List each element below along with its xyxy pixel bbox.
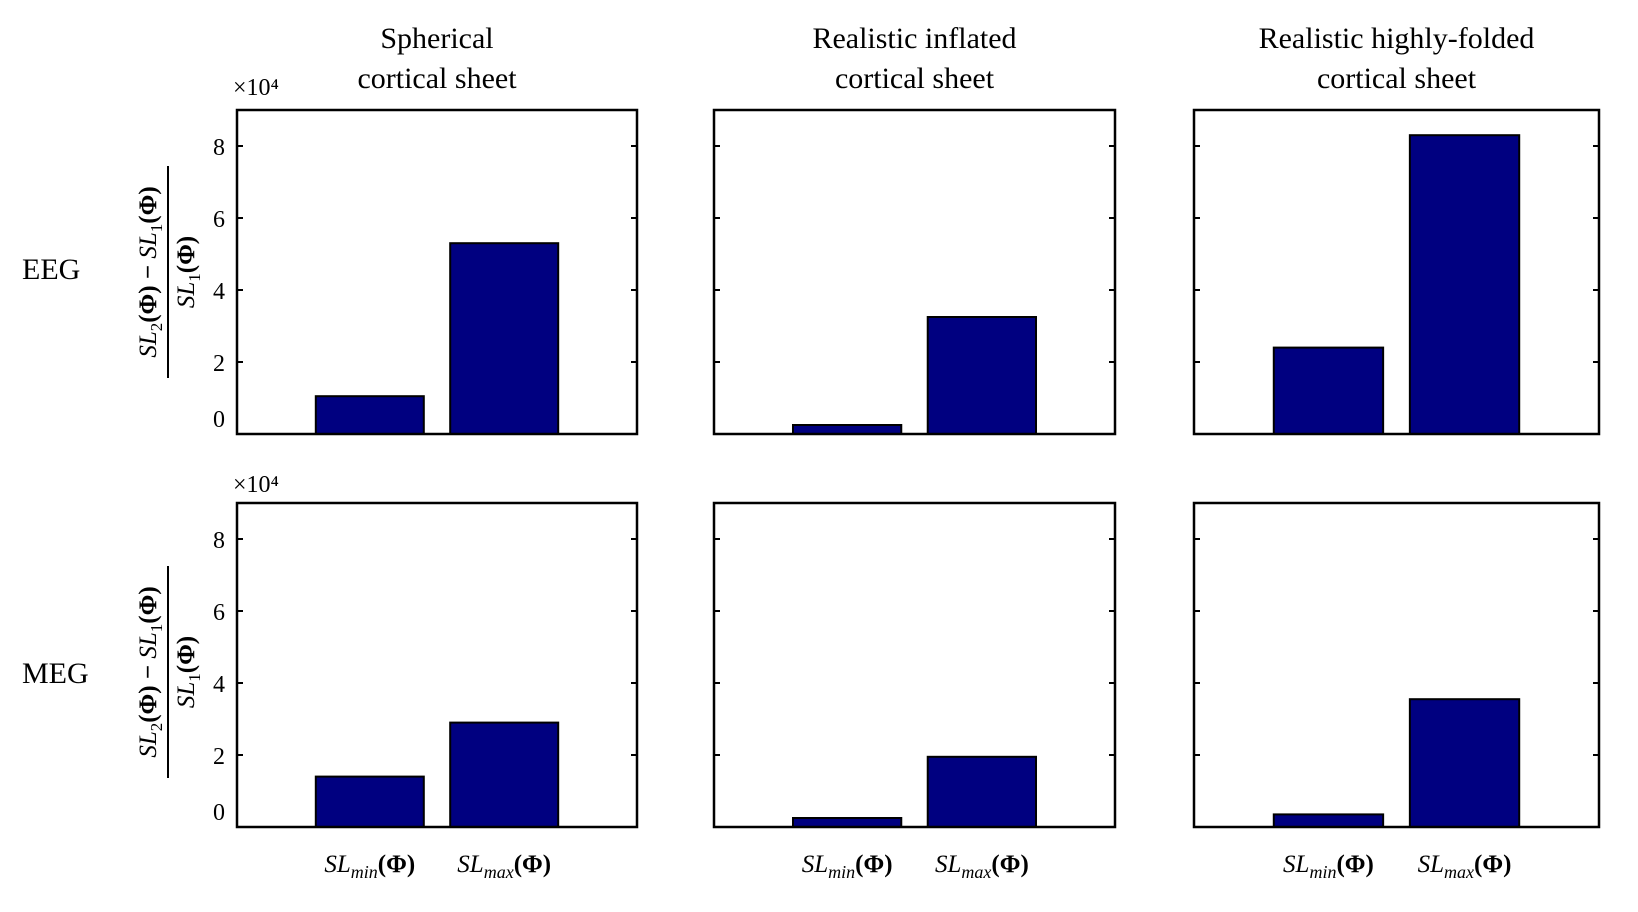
y-tick-label: 4 <box>213 672 225 698</box>
panel-title: cortical sheet <box>357 62 517 95</box>
axes-frame <box>235 501 639 829</box>
x-tick-label: SLmax(Φ) <box>457 851 551 882</box>
y-tick-label: 6 <box>213 600 225 626</box>
axes-frame <box>712 501 1117 829</box>
y-tick-label: 0 <box>213 800 225 826</box>
bar <box>449 721 560 828</box>
y-tick-label: 2 <box>213 351 225 377</box>
y-axis-label-denominator: SL1(Φ) <box>173 236 204 308</box>
bar <box>926 755 1038 828</box>
y-tick-label: 2 <box>213 744 225 770</box>
axes-frame <box>1192 501 1601 829</box>
panel-meg-3 <box>1192 501 1601 829</box>
bar <box>791 424 903 435</box>
x-tick-label: SLmin(Φ) <box>324 851 415 882</box>
panel-title: cortical sheet <box>1317 62 1477 95</box>
axes-frame <box>712 108 1117 436</box>
row-label: EEG <box>22 253 80 286</box>
bar <box>1408 134 1521 435</box>
bar <box>449 242 560 435</box>
axes-frame <box>1192 108 1601 436</box>
y-axis-label-numerator: SL2(Φ) − SL1(Φ) <box>135 186 166 357</box>
bar <box>1408 698 1521 829</box>
panel-title: cortical sheet <box>835 62 995 95</box>
x-tick-label: SLmin(Φ) <box>1283 851 1374 882</box>
x-tick-label: SLmax(Φ) <box>935 851 1029 882</box>
x-tick-label: SLmin(Φ) <box>802 851 893 882</box>
y-tick-label: 6 <box>213 207 225 233</box>
row-label: MEG <box>22 657 89 690</box>
bar <box>1272 813 1385 829</box>
bar <box>791 817 903 828</box>
panel-title: Spherical <box>380 22 493 55</box>
panel-eeg-2 <box>712 108 1117 436</box>
panel-meg-1: 0 2 4 6 8 ×10⁴ <box>213 472 639 829</box>
bar <box>314 775 425 828</box>
y-axis-label-denominator: SL1(Φ) <box>173 636 204 708</box>
panel-eeg-3 <box>1192 108 1601 436</box>
bar <box>926 316 1038 435</box>
x-tick-label: SLmax(Φ) <box>1418 851 1512 882</box>
panel-title: Realistic inflated <box>812 22 1016 55</box>
bar <box>314 395 425 436</box>
y-axis-label-numerator: SL2(Φ) − SL1(Φ) <box>135 586 166 757</box>
y-axis-label-eeg: SL2(Φ) − SL1(Φ)SL1(Φ) <box>135 166 204 378</box>
y-axis-label-meg: SL2(Φ) − SL1(Φ)SL1(Φ) <box>135 566 204 778</box>
y-tick-label: 8 <box>213 528 225 554</box>
y-tick-label: 8 <box>213 135 225 161</box>
panel-title: Realistic highly-folded <box>1259 22 1535 55</box>
panel-meg-2 <box>712 501 1117 829</box>
axes-frame <box>235 108 639 436</box>
y-tick-label: 0 <box>213 407 225 433</box>
y-scale-exponent: ×10⁴ <box>233 472 279 498</box>
y-scale-exponent: ×10⁴ <box>233 75 279 101</box>
bar <box>1272 346 1385 436</box>
panel-eeg-1: 0 2 4 6 8 ×10⁴ <box>213 75 639 436</box>
y-tick-label: 4 <box>213 279 225 305</box>
